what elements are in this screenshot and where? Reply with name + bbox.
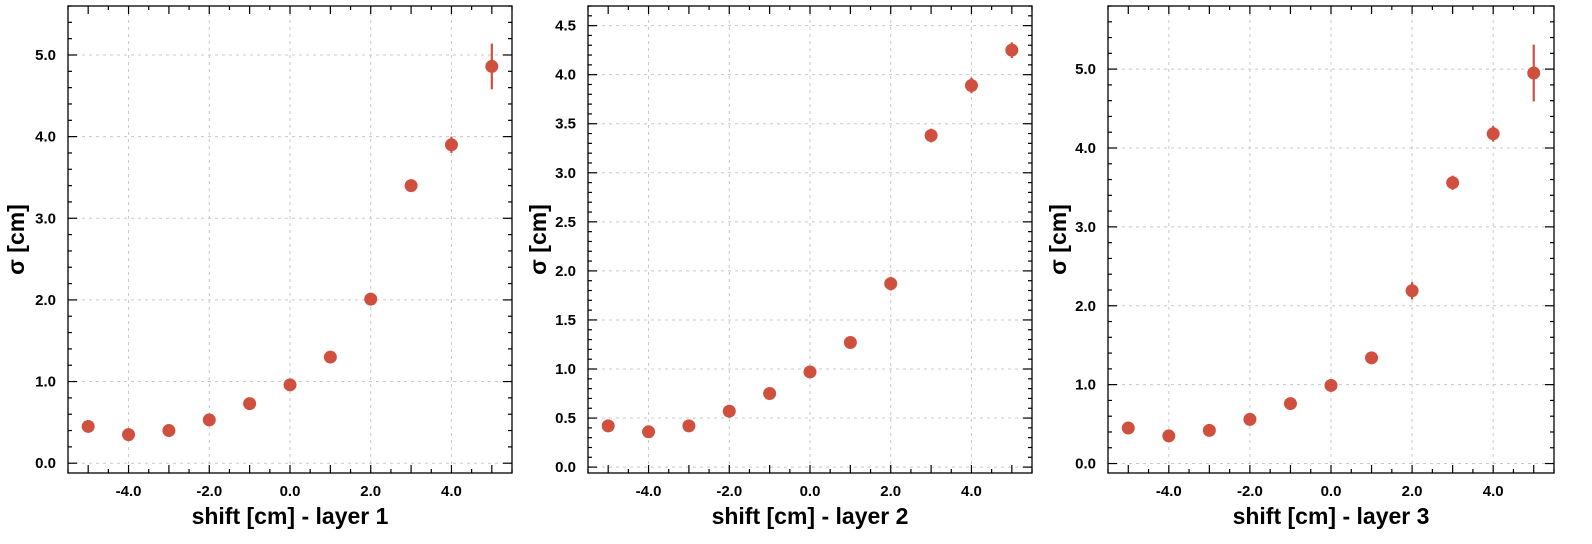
data-point	[122, 428, 136, 442]
y-axis-title: σ [cm]	[3, 204, 29, 275]
data-point	[1365, 351, 1379, 365]
y-tick-label: 1.0	[35, 374, 56, 391]
y-tick-label: 1.0	[1075, 377, 1096, 394]
data-point	[924, 129, 938, 143]
data-point	[162, 424, 176, 438]
y-tick-label: 1.5	[555, 312, 576, 329]
data-point	[964, 78, 978, 92]
x-tick-label: 2.0	[1402, 483, 1423, 500]
x-tick-label: 0.0	[800, 483, 821, 500]
x-tick-label: 4.0	[1483, 483, 1504, 500]
data-point	[485, 59, 499, 73]
x-tick-label: -2.0	[1237, 483, 1263, 500]
chart-panel-layer-2: -4.0 -2.0 0.0 2.0 4.0 0.0 0.5 1.0 1.5 2.0 2.5 3.0 3.…	[525, 5, 1033, 529]
data-point	[1405, 284, 1419, 298]
x-tick-label: 2.0	[360, 483, 381, 500]
y-tick-label: 3.5	[555, 116, 576, 133]
data-point	[1527, 66, 1541, 80]
x-tick-label: -2.0	[716, 483, 742, 500]
data-point	[843, 336, 857, 350]
x-axis-title: shift [cm] - layer 3	[1233, 503, 1430, 529]
data-point	[404, 179, 418, 193]
y-tick-label: 5.0	[1075, 61, 1096, 78]
y-tick-label: 4.5	[555, 18, 576, 35]
x-tick-label: 4.0	[961, 483, 982, 500]
x-tick-label: 4.0	[441, 483, 462, 500]
x-axis-title: shift [cm] - layer 2	[712, 503, 909, 529]
data-point	[1243, 412, 1257, 426]
x-tick-label: 0.0	[1321, 483, 1342, 500]
data-point	[1162, 429, 1176, 443]
y-axis-title: σ [cm]	[525, 204, 551, 275]
y-tick-label: 5.0	[35, 47, 56, 64]
data-point	[1446, 176, 1460, 190]
data-point	[763, 387, 777, 401]
data-point	[1324, 378, 1338, 392]
x-tick-label: 2.0	[880, 483, 901, 500]
x-tick-label: -4.0	[1156, 483, 1182, 500]
y-tick-label: 3.0	[555, 165, 576, 182]
data-point	[364, 292, 378, 306]
data-point	[81, 419, 95, 433]
y-tick-label: 3.0	[35, 210, 56, 227]
chart-panel-layer-3: -4.0 -2.0 0.0 2.0 4.0 0.0 1.0 2.0 3.0 4.0 5.0 shift…	[1045, 5, 1555, 529]
y-axis-title: σ [cm]	[1045, 204, 1071, 275]
data-point	[1005, 43, 1019, 57]
x-axis-title: shift [cm] - layer 1	[192, 503, 389, 529]
data-point	[1121, 421, 1135, 435]
y-tick-label: 3.0	[1075, 219, 1096, 236]
y-tick-label: 2.0	[1075, 298, 1096, 315]
y-tick-label: 4.0	[1075, 140, 1096, 157]
data-point	[642, 425, 656, 439]
y-tick-label: 4.0	[555, 67, 576, 84]
y-tick-label: 1.0	[555, 361, 576, 378]
x-tick-label: -4.0	[116, 483, 142, 500]
y-tick-label: 0.0	[1075, 456, 1096, 473]
data-point	[1486, 127, 1500, 141]
chart-panel-layer-1: -4.0 -2.0 0.0 2.0 4.0 0.0 1.0 2.0 3.0 4.0 5.0 shift…	[3, 5, 513, 529]
x-tick-label: 0.0	[280, 483, 301, 500]
data-point	[1202, 423, 1216, 437]
data-point	[444, 138, 458, 152]
data-point	[283, 378, 297, 392]
data-point	[884, 277, 898, 291]
x-tick-label: -2.0	[196, 483, 222, 500]
data-point	[202, 413, 216, 427]
y-tick-label: 0.0	[35, 455, 56, 472]
data-point	[601, 419, 615, 433]
data-point	[682, 419, 696, 433]
y-tick-label: 4.0	[35, 129, 56, 146]
data-point	[722, 404, 736, 418]
y-tick-label: 2.5	[555, 214, 576, 231]
data-point	[1283, 397, 1297, 411]
data-point	[803, 365, 817, 379]
data-point	[243, 397, 257, 411]
data-point	[323, 350, 337, 364]
y-tick-label: 0.0	[555, 459, 576, 476]
y-tick-label: 2.0	[35, 292, 56, 309]
y-tick-label: 0.5	[555, 410, 576, 427]
x-tick-label: -4.0	[636, 483, 662, 500]
y-tick-label: 2.0	[555, 263, 576, 280]
